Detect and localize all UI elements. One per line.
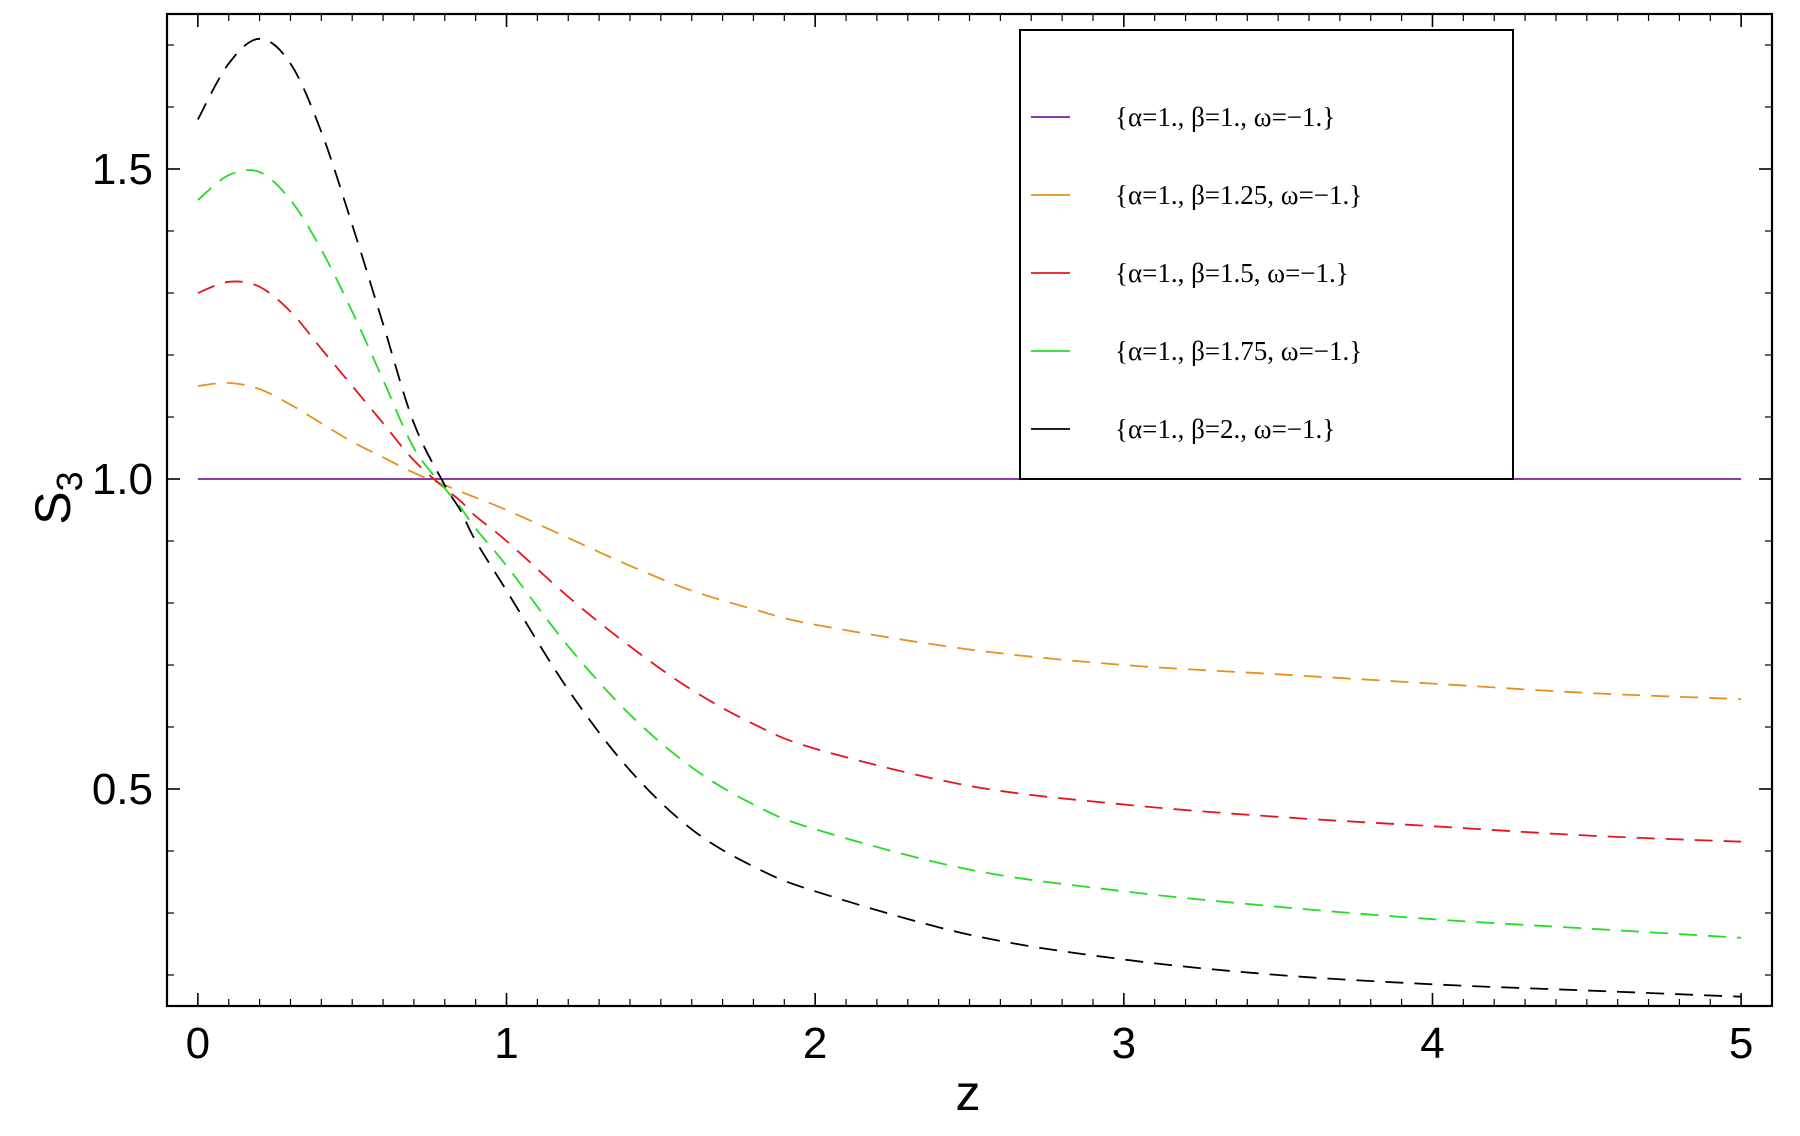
series-line-5 (197, 37, 1742, 998)
y-axis-title-subscript: 3 (49, 471, 90, 491)
x-tick-label: 1 (494, 1019, 518, 1068)
y-tick-label: 1.0 (92, 455, 153, 504)
x-axis-title: z (956, 1065, 981, 1121)
legend-label: {α=1., β=1.75, ω=−1.} (1115, 336, 1362, 366)
legend-box (1019, 29, 1514, 480)
plot-frame (165, 12, 1774, 1008)
y-tick-label: 1.5 (92, 145, 153, 194)
x-tick-label: 4 (1420, 1019, 1444, 1068)
y-axis-title: S3 (25, 471, 90, 524)
x-tick-label: 3 (1112, 1019, 1136, 1068)
legend-label: {α=1., β=1., ω=−1.} (1115, 102, 1335, 132)
legend: {α=1., β=1., ω=−1.} {α=1., β=1.25, ω=−1.}… (1019, 29, 1514, 480)
series-line-2 (197, 381, 1742, 700)
legend-label: {α=1., β=1.5, ω=−1.} (1115, 258, 1349, 288)
y-axis-title-main: S (25, 491, 81, 524)
series-line-3 (197, 280, 1742, 843)
legend-label: {α=1., β=2., ω=−1.} (1115, 414, 1335, 444)
x-tick-label: 0 (186, 1019, 210, 1068)
x-tick-label: 2 (803, 1019, 827, 1068)
svg-text:S3: S3 (25, 471, 90, 524)
series-line-4 (197, 169, 1742, 939)
y-tick-label: 0.5 (92, 765, 153, 814)
x-tick-label: 5 (1729, 1019, 1753, 1068)
minor-ticks (167, 14, 1772, 1006)
y-tick-labels: 0.5 1.0 1.5 (92, 145, 153, 814)
legend-label: {α=1., β=1.25, ω=−1.} (1115, 180, 1362, 210)
major-ticks (167, 14, 1772, 1006)
x-tick-labels: 0 1 2 3 4 5 (186, 1019, 1754, 1068)
